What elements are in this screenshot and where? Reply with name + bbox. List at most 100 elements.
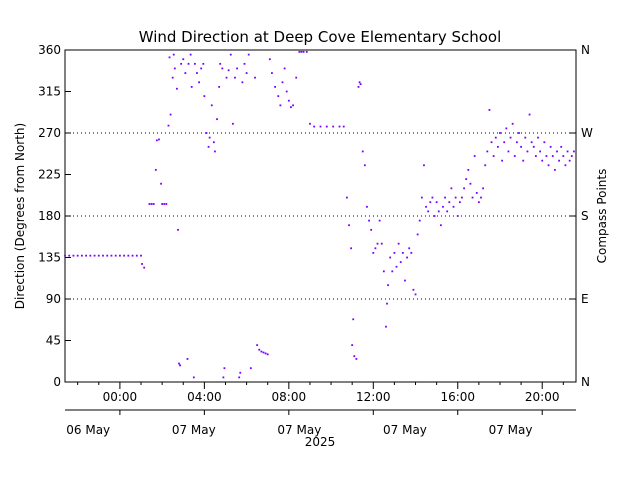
data-point — [372, 251, 375, 254]
data-point — [214, 150, 216, 153]
data-point — [163, 203, 166, 205]
data-point — [212, 141, 215, 144]
data-point — [446, 210, 449, 213]
date-label: 07 May — [172, 423, 216, 437]
data-point — [165, 203, 168, 205]
data-point — [171, 76, 174, 79]
data-point — [256, 344, 259, 347]
data-point — [547, 164, 550, 167]
data-point — [509, 136, 512, 139]
data-point — [366, 205, 368, 208]
data-point — [518, 132, 520, 134]
data-point — [389, 256, 392, 259]
date-label: 07 May — [277, 423, 321, 437]
x-tick-label: 00:00 — [103, 390, 138, 404]
data-point — [543, 141, 546, 144]
data-point — [412, 288, 415, 291]
data-point — [76, 254, 79, 257]
data-point — [216, 118, 218, 121]
data-point — [348, 224, 350, 227]
data-point — [420, 196, 423, 199]
data-point — [450, 187, 453, 190]
data-point — [332, 125, 335, 128]
data-point — [167, 124, 170, 127]
data-point — [200, 67, 203, 70]
data-point — [528, 113, 531, 116]
data-point — [480, 196, 482, 199]
data-point — [503, 141, 506, 144]
data-point — [418, 219, 421, 222]
data-point — [522, 159, 525, 162]
data-point — [298, 50, 301, 53]
data-point — [458, 201, 461, 204]
compass-tick-label: E — [581, 292, 589, 306]
x-tick-label: 20:00 — [525, 390, 560, 404]
data-point — [173, 67, 176, 70]
data-point — [456, 215, 459, 217]
right-axis-label: Compass Points — [595, 169, 609, 264]
data-point — [89, 254, 92, 257]
data-point — [169, 113, 172, 116]
data-point — [207, 145, 210, 148]
data-point — [507, 150, 510, 153]
data-point — [264, 352, 267, 355]
data-point — [530, 141, 533, 144]
y-tick-label: 180 — [38, 209, 61, 223]
data-point — [475, 192, 478, 194]
data-point — [184, 72, 187, 74]
data-point — [72, 254, 75, 257]
year-label: 2025 — [305, 435, 336, 449]
data-point — [350, 247, 353, 250]
data-point — [352, 318, 355, 321]
data-point — [309, 122, 311, 125]
data-point — [357, 85, 360, 88]
data-point — [268, 58, 271, 61]
data-point — [177, 228, 179, 231]
data-point — [406, 256, 408, 259]
data-point — [541, 159, 544, 162]
data-point — [231, 122, 234, 125]
data-point — [287, 99, 290, 102]
data-point — [208, 136, 211, 139]
data-point — [439, 224, 442, 227]
data-point — [285, 90, 288, 93]
data-point — [131, 254, 134, 257]
data-point — [452, 205, 455, 208]
data-point — [187, 62, 190, 65]
data-point — [219, 62, 222, 65]
data-point — [520, 145, 522, 148]
data-point — [490, 141, 493, 144]
data-point — [140, 254, 142, 257]
compass-tick-label: N — [581, 375, 590, 389]
data-point — [401, 251, 404, 254]
y-axis-label: Direction (Degrees from North) — [13, 123, 27, 309]
x-tick-label: 04:00 — [187, 390, 222, 404]
data-point — [416, 233, 419, 236]
data-point — [155, 139, 158, 142]
data-point — [494, 136, 497, 139]
data-point — [467, 168, 470, 171]
data-point — [161, 203, 164, 205]
data-point — [368, 219, 370, 222]
data-point — [435, 201, 438, 204]
data-point — [454, 196, 457, 199]
data-point — [123, 254, 126, 257]
data-point — [425, 205, 427, 208]
date-label: 07 May — [489, 423, 533, 437]
data-point — [292, 104, 294, 107]
data-point — [168, 56, 171, 59]
data-point — [564, 164, 567, 167]
data-point — [408, 247, 411, 250]
data-point — [148, 203, 151, 205]
data-point — [359, 83, 362, 86]
data-point — [545, 155, 548, 157]
data-point — [385, 325, 387, 328]
data-point — [247, 53, 250, 56]
data-point — [524, 136, 527, 139]
data-point — [513, 155, 516, 157]
data-point — [202, 62, 205, 65]
compass-tick-label: N — [581, 43, 590, 57]
y-tick-label: 315 — [38, 85, 61, 99]
data-point — [135, 254, 138, 257]
data-point — [176, 87, 178, 90]
